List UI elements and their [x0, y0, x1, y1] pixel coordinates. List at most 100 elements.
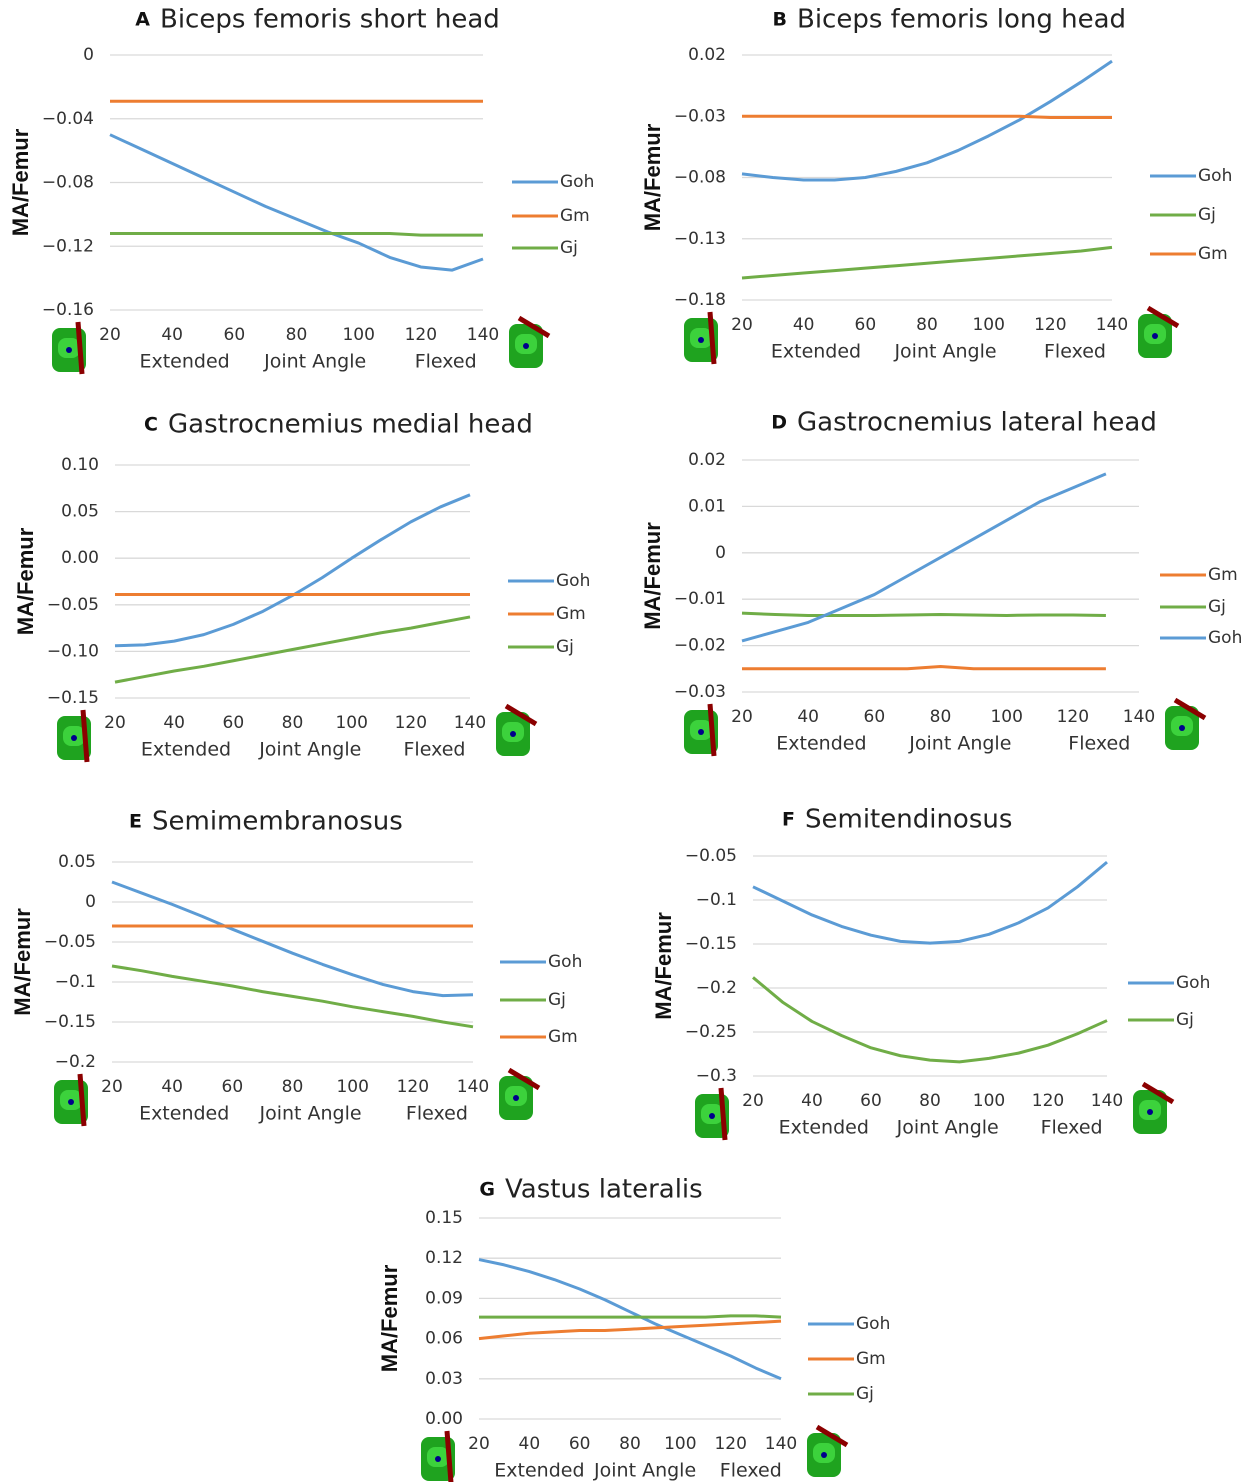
legend-label: Gm: [560, 206, 590, 226]
panel-letter: F: [782, 809, 795, 831]
y-tick-label: 0.05: [61, 502, 99, 522]
x-annotation: Flexed: [406, 1103, 468, 1125]
series-line: [114, 493, 471, 648]
knee-icon: [1173, 697, 1207, 721]
legend-label: Gm: [1208, 565, 1238, 585]
knee-icon: [1146, 305, 1180, 329]
x-tick-label: 120: [1034, 315, 1066, 335]
legend-label: Gj: [548, 990, 566, 1010]
panel-letter: C: [144, 414, 158, 436]
x-tick-label: 100: [336, 1077, 368, 1097]
y-axis-label: MA/Femur: [651, 912, 676, 1020]
y-tick-label: 0.05: [58, 852, 96, 872]
x-tick-label: 120: [397, 1077, 429, 1097]
y-tick-label: −0.12: [42, 236, 94, 256]
y-axis-label: MA/Femur: [10, 908, 35, 1016]
series-line: [742, 664, 1106, 671]
y-tick-label: 0.00: [425, 1409, 463, 1429]
x-tick-label: 80: [282, 1077, 304, 1097]
y-tick-label: −0.15: [47, 688, 99, 708]
legend-label: Goh: [560, 172, 594, 192]
knee-icon: [709, 1113, 715, 1119]
x-tick-label: 120: [714, 1434, 746, 1454]
x-tick-label: 140: [454, 713, 486, 733]
knee-icon: [510, 731, 516, 737]
knee-icon: [1147, 1109, 1153, 1115]
x-tick-label: 100: [664, 1434, 696, 1454]
x-tick-label: 20: [101, 1077, 123, 1097]
y-axis-label: MA/Femur: [377, 1264, 402, 1372]
x-axis-label: Joint Angle: [263, 351, 366, 373]
x-tick-label: 80: [916, 315, 938, 335]
knee-icon: [698, 337, 704, 343]
x-annotation: Flexed: [1068, 733, 1130, 755]
series-line: [478, 1258, 782, 1381]
y-tick-label: −0.18: [674, 290, 726, 310]
knee-icon: [444, 1430, 454, 1482]
panel-letter: G: [479, 1179, 495, 1201]
x-axis-label: Joint Angle: [593, 1460, 696, 1482]
series-line: [742, 114, 1112, 119]
x-tick-label: 120: [1057, 707, 1089, 727]
x-tick-label: 80: [930, 707, 952, 727]
y-axis-label: MA/Femur: [13, 527, 38, 635]
x-tick-label: 20: [731, 707, 753, 727]
y-tick-label: −0.13: [674, 229, 726, 249]
chart-title: Biceps femoris short head: [160, 5, 500, 35]
x-annotation: Flexed: [415, 351, 477, 373]
x-tick-label: 60: [223, 713, 245, 733]
y-tick-label: −0.16: [42, 300, 94, 320]
x-tick-label: 40: [519, 1434, 541, 1454]
x-tick-label: 100: [990, 707, 1022, 727]
series-line: [741, 245, 1113, 280]
knee-icon: [1152, 333, 1158, 339]
series-line: [752, 861, 1108, 945]
x-tick-label: 20: [742, 1091, 764, 1111]
y-tick-label: −0.15: [685, 934, 737, 954]
panel-letter: A: [135, 9, 150, 31]
series-line: [752, 976, 1108, 1064]
x-axis-label: Joint Angle: [258, 1103, 361, 1125]
y-tick-label: 0.03: [425, 1369, 463, 1389]
knee-icon: [698, 729, 704, 735]
legend-label: Gm: [548, 1027, 578, 1047]
x-tick-label: 80: [286, 325, 308, 345]
x-tick-label: 60: [855, 315, 877, 335]
knee-icon: [523, 343, 529, 349]
y-tick-label: −0.3: [696, 1066, 737, 1086]
y-tick-label: 0.10: [61, 455, 99, 475]
knee-icon: [821, 1452, 827, 1458]
legend-label: Goh: [1198, 166, 1232, 186]
x-tick-label: 40: [161, 325, 183, 345]
series-line: [741, 59, 1113, 182]
series-line: [110, 232, 483, 237]
legend-label: Gj: [560, 238, 578, 258]
series-line: [741, 611, 1106, 617]
legend-label: Goh: [556, 571, 590, 591]
x-tick-label: 60: [224, 325, 246, 345]
knee-icon: [1141, 1081, 1175, 1105]
x-tick-label: 80: [919, 1091, 941, 1111]
y-tick-label: 0: [85, 892, 96, 912]
legend-label: Gj: [556, 637, 574, 657]
x-annotation: Extended: [776, 733, 866, 755]
series-line: [114, 615, 471, 684]
y-tick-label: 0.15: [425, 1208, 463, 1228]
y-tick-label: −0.01: [674, 589, 726, 609]
x-tick-label: 40: [793, 315, 815, 335]
x-annotation: Flexed: [1044, 341, 1106, 363]
y-axis-label: MA/Femur: [8, 128, 33, 236]
y-tick-label: −0.03: [674, 682, 726, 702]
x-tick-label: 140: [1091, 1091, 1123, 1111]
y-axis-label: MA/Femur: [640, 123, 665, 231]
x-annotation: Extended: [139, 1103, 229, 1125]
chart-title: Gastrocnemius lateral head: [797, 408, 1157, 438]
x-axis-label: Joint Angle: [896, 1117, 999, 1139]
knee-icon: [71, 735, 77, 741]
y-tick-label: −0.1: [55, 972, 96, 992]
knee-icon: [1179, 725, 1185, 731]
knee-icon: [517, 315, 551, 339]
x-tick-label: 80: [619, 1434, 641, 1454]
legend-label: Gj: [1198, 205, 1216, 225]
chart-title: Semitendinosus: [805, 805, 1012, 835]
